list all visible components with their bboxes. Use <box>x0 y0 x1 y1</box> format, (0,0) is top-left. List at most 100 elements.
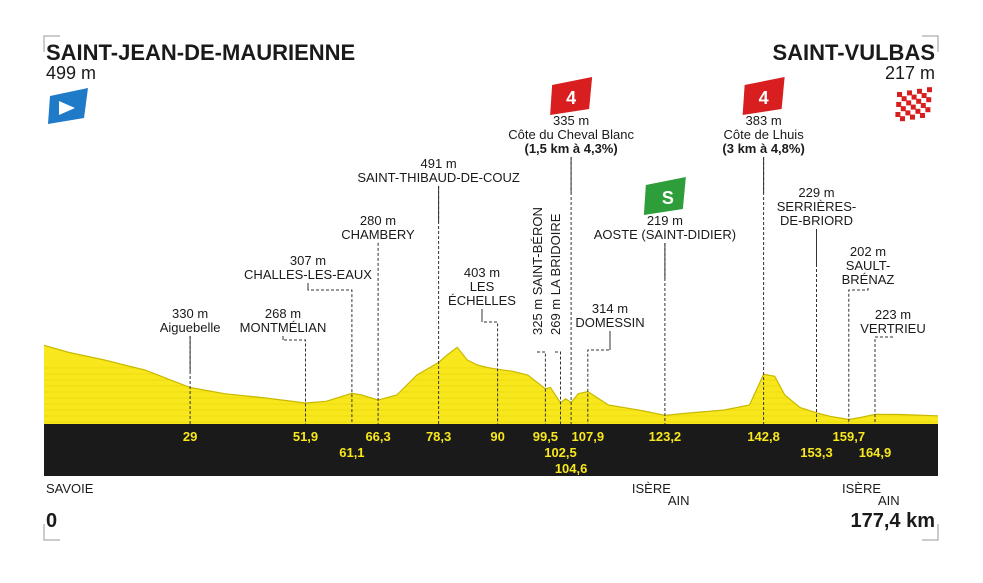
distance-marker-107-9: 107,9 <box>572 429 605 444</box>
annotation-altitude: 268 m <box>265 306 301 321</box>
finish-flag-square <box>901 106 906 111</box>
annotation-label: 269 m LA BRIDOIRE <box>548 213 563 335</box>
leader-line <box>875 337 893 424</box>
distance-marker-51-9: 51,9 <box>293 429 318 444</box>
distance-marker-164-9: 164,9 <box>859 445 892 460</box>
distance-marker-99-5: 99,5 <box>533 429 558 444</box>
finish-flag-square <box>910 115 915 120</box>
annotation-name: Côte de Lhuis <box>723 127 804 142</box>
finish-flag-square <box>907 90 912 95</box>
start-flag-icon <box>48 88 88 124</box>
finish-flag-square <box>922 93 927 98</box>
leader-line <box>849 288 868 424</box>
annotation-altitude: 383 m <box>746 113 782 128</box>
annotation-detail: (3 km à 4,8%) <box>722 141 804 156</box>
finish-town-name: SAINT-VULBAS <box>772 40 935 65</box>
category-4-climb-icon: 4 <box>743 77 785 115</box>
finish-flag-square <box>920 113 925 118</box>
distance-end-label: 177,4 km <box>850 510 935 532</box>
region-label-2: AIN <box>668 493 690 508</box>
distance-marker-142-8: 142,8 <box>747 429 780 444</box>
annotation-altitude: 223 m <box>875 307 911 322</box>
finish-flag-square <box>926 97 931 102</box>
finish-flag-square <box>905 110 910 115</box>
annotation-altitude: 403 m <box>464 265 500 280</box>
annotation-name: AOSTE (SAINT-DIDIER) <box>594 227 736 242</box>
distance-marker-123-2: 123,2 <box>649 429 682 444</box>
start-altitude: 499 m <box>46 63 96 83</box>
annotation-name: CHALLES-LES-EAUX <box>244 267 372 282</box>
annotation-name: LES <box>470 279 495 294</box>
annotation-name: Côte du Cheval Blanc <box>508 127 634 142</box>
annotation-altitude: 314 m <box>592 301 628 316</box>
annotation-altitude: 335 m <box>553 113 589 128</box>
climb-category-label: 4 <box>566 88 576 108</box>
elevation-area <box>44 345 938 424</box>
finish-flag-square <box>902 96 907 101</box>
annotation-name: CHAMBERY <box>341 227 415 242</box>
finish-flag-square <box>895 112 900 117</box>
annotation-label: 325 m SAINT-BÉRON <box>530 207 545 335</box>
annotation-name: VERTRIEU <box>860 321 926 336</box>
annotation-altitude: 491 m <box>421 156 457 171</box>
finish-flag-square <box>927 87 932 92</box>
annotation-altitude: 330 m <box>172 306 208 321</box>
finish-flag-square <box>911 105 916 110</box>
distance-marker-66-3: 66,3 <box>365 429 390 444</box>
finish-flag-square <box>900 116 905 121</box>
annotation-altitude: 280 m <box>360 213 396 228</box>
finish-flag-square <box>915 109 920 114</box>
category-4-climb-icon: 4 <box>550 77 592 115</box>
distance-marker-102-5: 102,5 <box>544 445 577 460</box>
finish-flag-square <box>897 92 902 97</box>
annotation-name: SAINT-THIBAUD-DE-COUZ <box>357 170 520 185</box>
finish-flag-square <box>916 99 921 104</box>
finish-flag-square <box>906 100 911 105</box>
annotation-altitude: 307 m <box>290 253 326 268</box>
distance-marker-29: 29 <box>183 429 197 444</box>
annotation-name: BRÉNAZ <box>842 272 895 287</box>
annotation-name: SERRIÈRES- <box>777 199 856 214</box>
start-town-name: SAINT-JEAN-DE-MAURIENNE <box>46 40 355 65</box>
checkered-flag-icon <box>893 86 934 123</box>
finish-flag-square <box>921 103 926 108</box>
finish-flag-square <box>912 95 917 100</box>
distance-marker-159-7: 159,7 <box>833 429 866 444</box>
finish-flag-square <box>917 89 922 94</box>
annotation-altitude: 229 m <box>798 185 834 200</box>
distance-marker-104-6: 104,6 <box>555 461 588 476</box>
region-label-4: AIN <box>878 493 900 508</box>
annotation-altitude: 202 m <box>850 244 886 259</box>
distance-marker-90: 90 <box>490 429 504 444</box>
distance-marker-61-1: 61,1 <box>339 445 364 460</box>
annotation-name: Aiguebelle <box>160 320 221 335</box>
annotation-name: ÉCHELLES <box>448 293 516 308</box>
annotation-name: SAULT- <box>846 258 891 273</box>
region-label-0: SAVOIE <box>46 481 94 496</box>
distance-start-label: 0 <box>46 510 57 532</box>
annotation-name: MONTMÉLIAN <box>240 320 327 335</box>
climb-category-label: 4 <box>759 88 769 108</box>
annotation-name: DOMESSIN <box>575 315 644 330</box>
distance-marker-153-3: 153,3 <box>800 445 833 460</box>
annotation-altitude: 219 m <box>647 213 683 228</box>
finish-flag-square <box>896 102 901 107</box>
intermediate-sprint-icon: S <box>644 177 686 215</box>
finish-altitude: 217 m <box>885 63 935 83</box>
distance-marker-78-3: 78,3 <box>426 429 451 444</box>
region-label-1: ISÈRE <box>632 481 671 496</box>
sprint-badge-label: S <box>662 188 674 208</box>
annotation-name: DE-BRIORD <box>780 213 853 228</box>
region-label-3: ISÈRE <box>842 481 881 496</box>
elevation-profile <box>44 345 938 424</box>
annotation-detail: (1,5 km à 4,3%) <box>524 141 617 156</box>
finish-flag-square <box>925 107 930 112</box>
